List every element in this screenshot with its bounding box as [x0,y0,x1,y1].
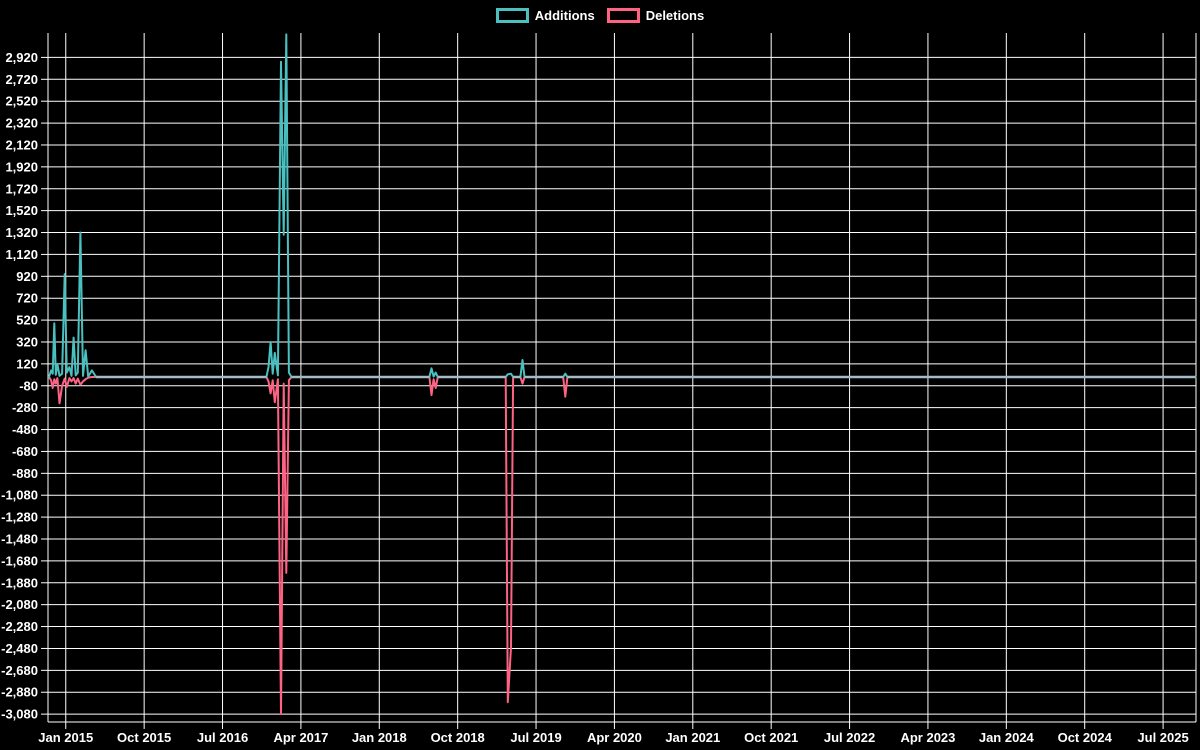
deletions-legend-label: Deletions [645,8,705,23]
x-tick-label: Jan 2018 [352,730,407,745]
x-tick-label: Oct 2015 [117,730,171,745]
y-tick-label: 320 [16,334,38,349]
y-tick-label: -2,480 [1,641,38,656]
x-tick-label: Jan 2015 [38,730,93,745]
y-tick-label: -2,280 [1,619,38,634]
y-tick-label: 2,120 [5,137,38,152]
y-tick-label: -3,080 [1,707,38,722]
x-tick-label: Jan 2024 [979,730,1035,745]
additions-line [48,33,1197,378]
x-tick-label: Apr 2023 [900,730,955,745]
y-tick-label: 920 [16,269,38,284]
y-tick-label: -2,080 [1,597,38,612]
deletions-line [48,376,1197,716]
y-tick-label: 2,320 [5,116,38,131]
x-tick-label: Oct 2021 [744,730,798,745]
y-tick-label: -680 [12,444,38,459]
y-tick-label: 1,520 [5,203,38,218]
additions-legend-label: Additions [534,8,595,23]
y-tick-label: 1,720 [5,181,38,196]
y-tick-label: 520 [16,313,38,328]
legend-item-deletions[interactable]: Deletions [606,8,705,23]
y-tick-label: 120 [16,356,38,371]
y-tick-label: -80 [19,378,38,393]
y-tick-label: 1,320 [5,225,38,240]
x-tick-label: Jan 2021 [665,730,720,745]
y-tick-label: -1,680 [1,553,38,568]
y-tick-label: -1,880 [1,575,38,590]
x-tick-label: Jul 2016 [197,730,248,745]
x-tick-label: Jul 2019 [510,730,561,745]
x-tick-label: Apr 2020 [587,730,642,745]
y-tick-label: 720 [16,291,38,306]
x-tick-label: Oct 2018 [431,730,485,745]
y-tick-label: -1,480 [1,531,38,546]
y-tick-label: -280 [12,400,38,415]
y-tick-label: -1,280 [1,510,38,525]
additions-swatch [495,8,529,23]
x-tick-label: Jul 2025 [1137,730,1188,745]
y-tick-label: 2,720 [5,72,38,87]
x-tick-label: Apr 2017 [273,730,328,745]
x-tick-label: Jul 2022 [824,730,875,745]
y-tick-label: -480 [12,422,38,437]
deletions-swatch [606,8,640,23]
y-tick-label: -2,880 [1,685,38,700]
y-tick-label: 2,920 [5,50,38,65]
y-tick-label: -880 [12,466,38,481]
y-tick-label: -2,680 [1,663,38,678]
legend-item-additions[interactable]: Additions [495,8,595,23]
x-tick-label: Oct 2024 [1058,730,1113,745]
y-tick-label: 2,520 [5,94,38,109]
y-tick-label: 1,920 [5,159,38,174]
chart-legend: Additions Deletions [0,8,1200,23]
y-tick-label: 1,120 [5,247,38,262]
y-tick-label: -1,080 [1,488,38,503]
